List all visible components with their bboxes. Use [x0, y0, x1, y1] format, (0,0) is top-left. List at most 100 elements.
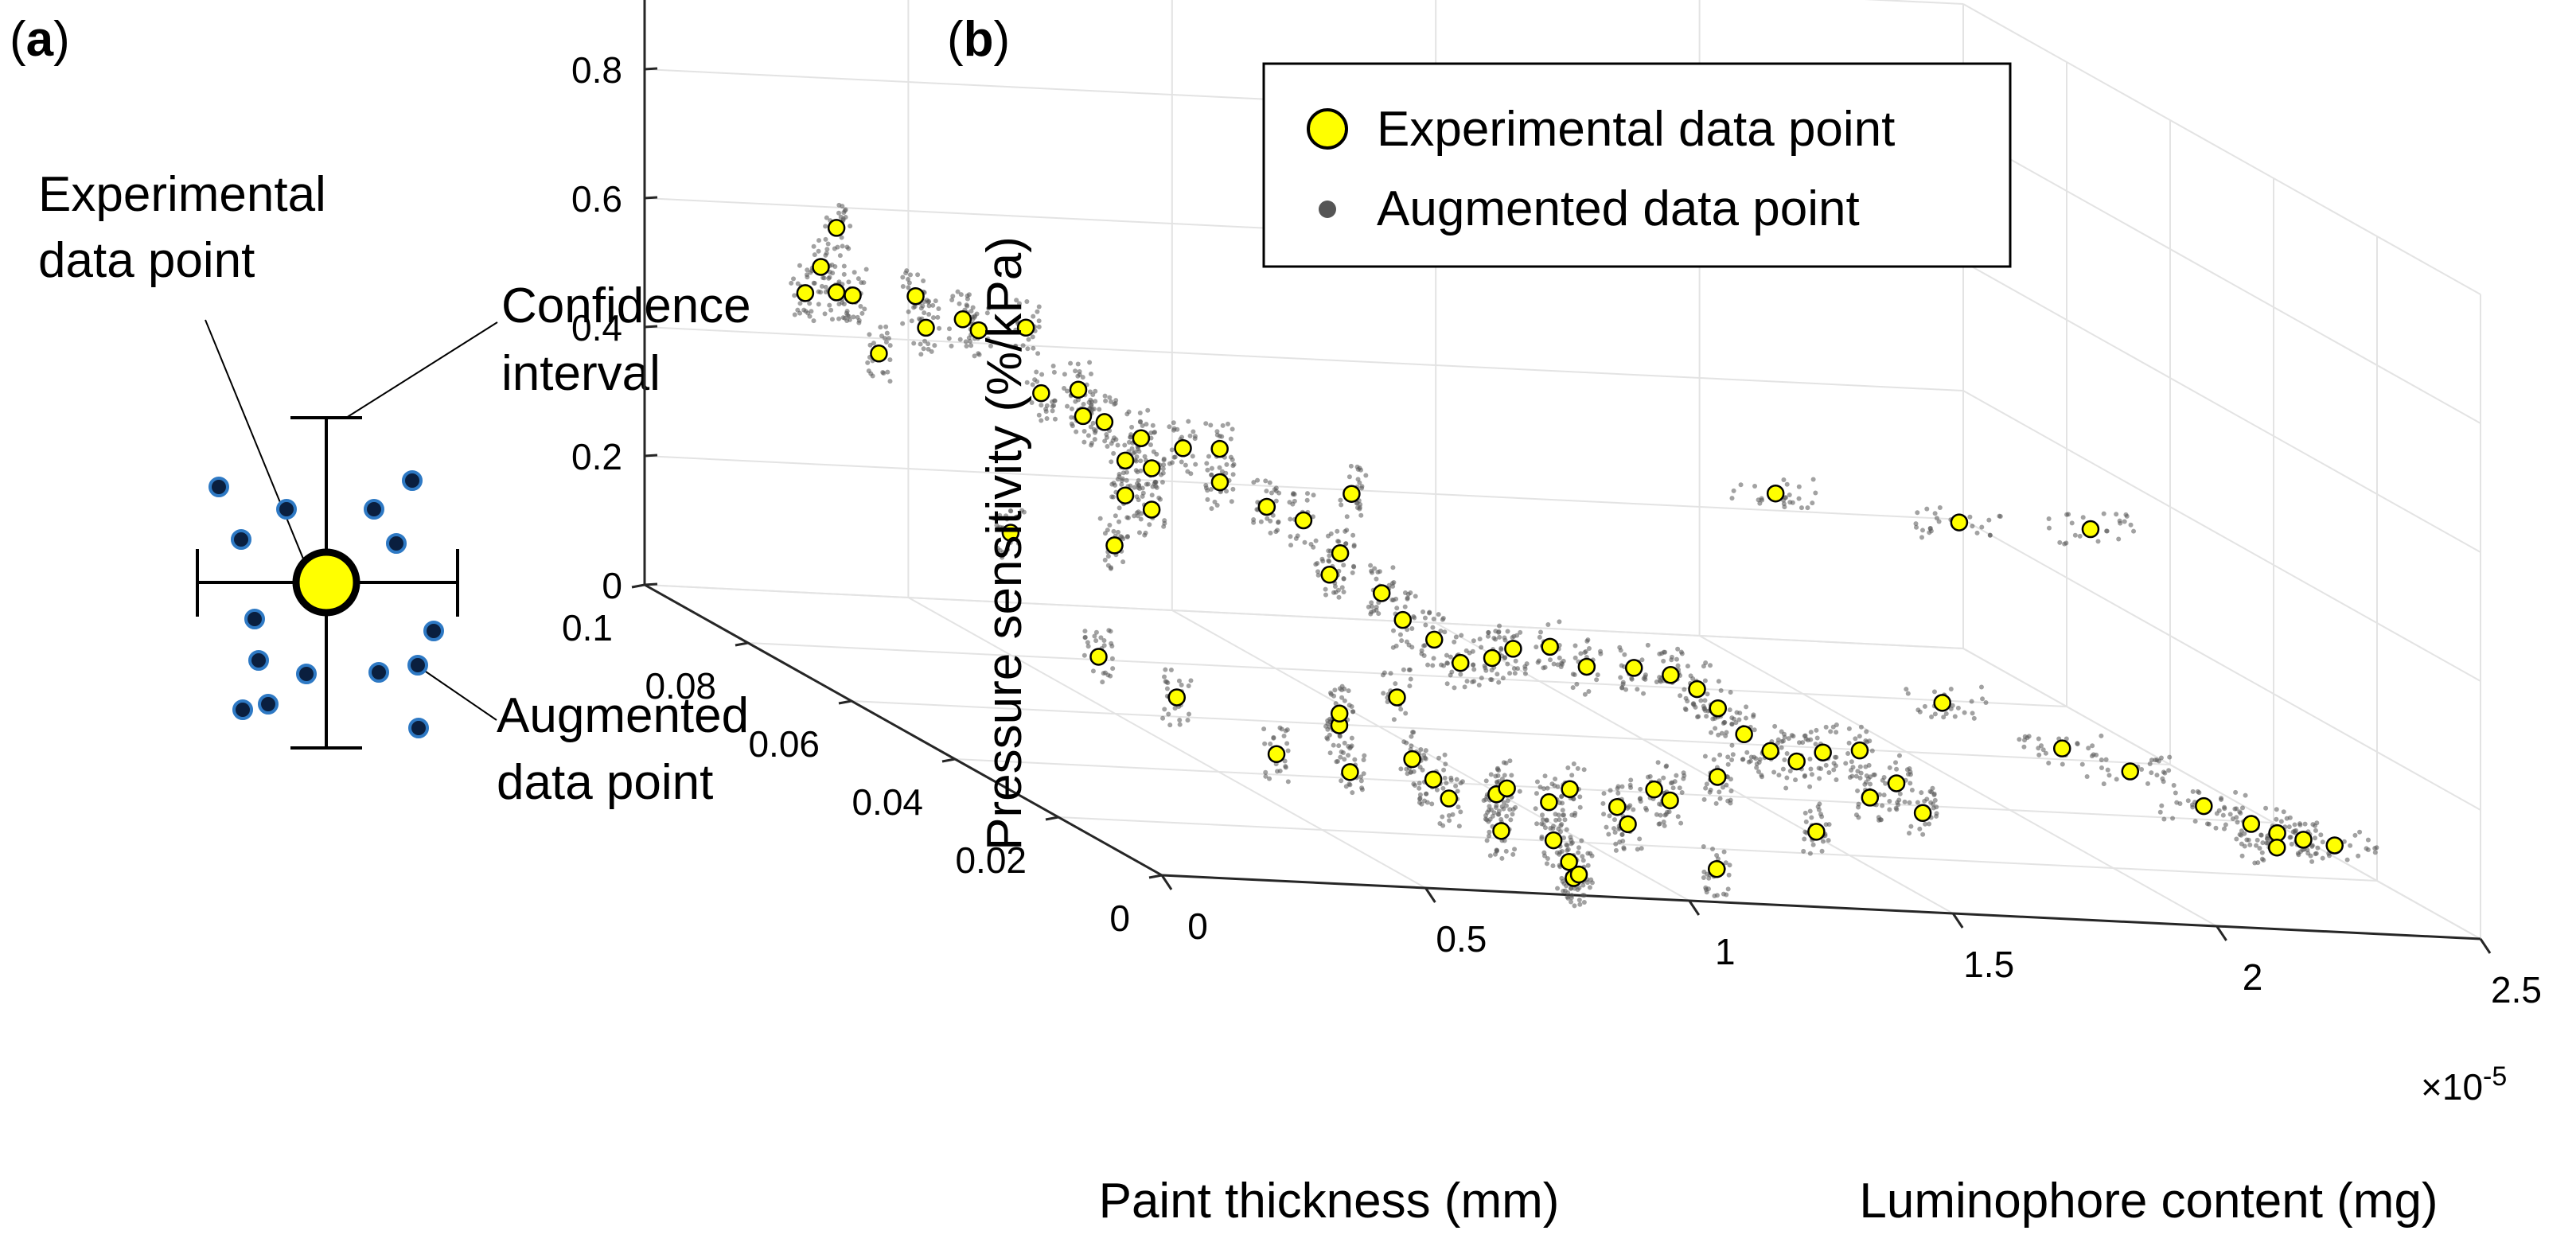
augmented-point: [1703, 660, 1709, 665]
augmented-point: [1350, 709, 1356, 715]
augmented-point: [2046, 525, 2052, 531]
augmented-point: [1101, 638, 1107, 644]
augmented-point: [2099, 757, 2104, 763]
augmented-point: [1258, 519, 1264, 524]
experimental-point: [1661, 791, 1679, 810]
augmented-point: [1208, 486, 1214, 492]
augmented-point: [1145, 407, 1151, 413]
augmented-point: [1655, 760, 1661, 765]
augmented-point: [936, 306, 941, 311]
augmented-point: [1313, 562, 1319, 567]
augmented-point: [863, 267, 869, 272]
augmented-point: [1423, 748, 1428, 754]
augmented-points: [789, 202, 2379, 909]
augmented-point: [1970, 711, 1975, 716]
augmented-point: [1845, 750, 1851, 756]
augmented-point: [2104, 528, 2110, 534]
augmented-point: [2174, 800, 2180, 805]
augmented-point: [1729, 722, 1735, 727]
augmented-point: [995, 545, 1000, 551]
augmented-point: [1142, 454, 1148, 459]
augmented-point: [1013, 327, 1019, 333]
augmented-point: [1229, 499, 1234, 504]
augmented-point: [828, 307, 834, 313]
augmented-point: [1172, 454, 1178, 460]
augmented-point: [1452, 685, 1457, 691]
augmented-point: [1405, 595, 1410, 601]
augmented-point: [1826, 770, 1832, 776]
y-tick-label: 0.08: [645, 665, 716, 707]
augmented-point: [2017, 737, 2022, 742]
augmented-point: [1857, 734, 1862, 739]
augmented-point: [797, 301, 803, 306]
augmented-point: [1515, 666, 1521, 672]
augmented-point: [1090, 420, 1096, 426]
augmented-point: [1161, 462, 1167, 468]
augmented-point: [1327, 553, 1332, 559]
augmented-point: [1177, 718, 1183, 723]
augmented-point: [1105, 443, 1110, 449]
augmented-point: [1754, 761, 1760, 767]
augmented-point: [2234, 815, 2239, 820]
augmented-point: [1302, 539, 1307, 545]
augmented-point: [1423, 622, 1428, 628]
augmented-point: [1036, 318, 1042, 324]
augmented-point: [1327, 750, 1333, 756]
augmented-point: [1919, 535, 1924, 540]
augmented-point: [2157, 809, 2163, 815]
augmented-point: [2021, 744, 2027, 750]
augmented-point: [2105, 767, 2110, 773]
augmented-point: [2072, 532, 2078, 538]
augmented-point: [1185, 469, 1191, 474]
augmented-point: [1133, 458, 1139, 464]
augmented-dot-example: [258, 694, 279, 715]
augmented-point: [1430, 663, 1436, 668]
augmented-point: [2084, 774, 2090, 780]
augmented-point: [1350, 790, 1355, 796]
augmented-point: [1552, 783, 1557, 789]
augmented-point: [1052, 398, 1058, 403]
augmented-point: [1661, 775, 1666, 781]
augmented-point: [1569, 893, 1575, 898]
augmented-point: [1499, 855, 1505, 861]
augmented-point: [1417, 796, 1423, 802]
augmented-point: [1858, 770, 1864, 776]
augmented-point: [1619, 685, 1625, 691]
experimental-point: [953, 310, 972, 329]
augmented-point: [1263, 769, 1269, 775]
experimental-point: [1142, 500, 1161, 519]
augmented-point: [1087, 360, 1093, 365]
augmented-point: [1039, 418, 1044, 423]
y-axis-line: [644, 583, 1163, 877]
augmented-point: [1629, 676, 1635, 681]
augmented-point: [1024, 298, 1030, 304]
augmented-point: [1502, 635, 1507, 641]
augmented-point: [2274, 816, 2279, 822]
augmented-point: [1112, 401, 1117, 407]
augmented-point: [1462, 684, 1467, 690]
augmented-point: [1183, 462, 1188, 468]
augmented-point: [1372, 566, 1378, 571]
augmented-point: [926, 341, 931, 347]
grid-line: [1058, 816, 2378, 882]
augmented-point: [1143, 530, 1148, 535]
augmented-point: [1787, 492, 1792, 497]
augmented-point: [1398, 707, 1404, 712]
augmented-point: [2237, 809, 2243, 815]
augmented-point: [1627, 803, 1633, 808]
axis-ticks: 0 0.5 1 1.5 2 2.500.020.040.060.080.100.20.40…: [562, 0, 2542, 1011]
augmented-point: [1511, 633, 1517, 639]
augmented-point: [1617, 644, 1623, 650]
x-axis-line: [1161, 874, 2481, 940]
augmented-point: [1150, 484, 1155, 489]
augmented-point: [1044, 403, 1050, 408]
panel-b-label: (b): [947, 12, 1010, 67]
augmented-point: [1494, 848, 1499, 854]
augmented-point: [1550, 863, 1556, 869]
augmented-point: [1369, 600, 1374, 606]
augmented-point: [1517, 789, 1522, 794]
augmented-point: [816, 302, 821, 307]
augmented-point: [1534, 791, 1539, 796]
augmented-point: [2255, 860, 2261, 866]
augmented-point: [1502, 773, 1507, 778]
